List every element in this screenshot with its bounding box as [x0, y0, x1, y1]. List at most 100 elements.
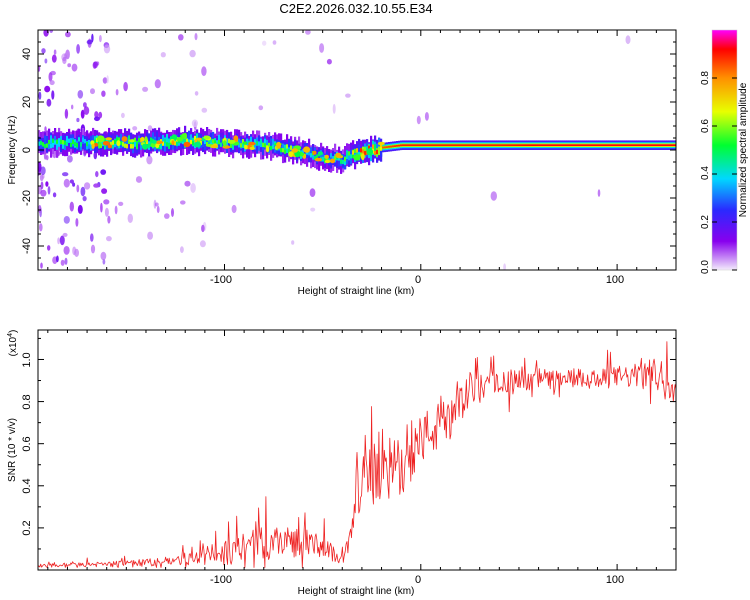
ridge-cell: [384, 146, 387, 149]
ridge-cell: [382, 146, 385, 149]
noise-blob: [62, 232, 68, 237]
ridge-cell: [604, 144, 607, 147]
ridge-cell: [162, 141, 165, 146]
ridge-cell: [352, 150, 355, 155]
noise-blob: [49, 80, 55, 86]
ridge-cell: [112, 140, 115, 145]
top-xtick-label-0: -100: [210, 274, 232, 286]
ridge-cell: [372, 144, 375, 154]
ridge-blob: [171, 140, 175, 146]
ridge-blob: [377, 141, 385, 146]
ridge-cell: [132, 144, 135, 149]
ridge-cell: [660, 144, 663, 147]
ridge-cell: [110, 141, 113, 147]
ridge-cell: [484, 144, 487, 147]
ridge-cell: [284, 144, 287, 154]
ridge-cell: [62, 140, 65, 149]
bottom-x-axis-label: Height of straight line (km): [298, 586, 415, 597]
ridge-cell: [420, 144, 423, 147]
noise-blob: [135, 176, 143, 183]
ridge-cell: [88, 140, 91, 149]
ridge-cell: [64, 140, 67, 145]
noise-blob: [57, 237, 60, 245]
y-scale-base: (x10: [8, 336, 19, 356]
ridge-cell: [614, 144, 617, 147]
ridge-cell: [138, 138, 141, 153]
ridge-cell: [256, 141, 259, 146]
noise-blob: [258, 105, 264, 111]
ridge-cell: [202, 136, 205, 142]
ridge-cell: [444, 144, 447, 147]
ridge-cell: [338, 156, 341, 161]
ridge-cell: [122, 142, 125, 147]
noise-blob: [625, 35, 631, 45]
ridge-cell: [124, 138, 127, 148]
ridge-cell: [338, 157, 341, 167]
noise-blob: [164, 213, 170, 219]
ridge-cell: [76, 143, 79, 148]
noise-blob: [123, 81, 128, 92]
ridge-cell: [90, 141, 93, 151]
ridge-cell: [356, 148, 359, 153]
noise-blob: [77, 204, 83, 214]
ridge-cell: [626, 144, 629, 147]
ridge-cell: [502, 144, 505, 147]
ridge-cell: [150, 137, 153, 142]
ridge-cell: [632, 144, 635, 147]
ridge-cell: [404, 144, 407, 147]
ridge-cell: [526, 144, 529, 147]
noise-blob: [75, 218, 79, 227]
noise-blob: [142, 86, 149, 92]
ridge-cell: [564, 144, 567, 147]
colorbar-ticks: [712, 77, 737, 271]
ridge-cell: [144, 140, 147, 145]
ridge-blob: [96, 135, 105, 143]
ridge-cell: [64, 141, 67, 151]
ridge-cell: [116, 137, 119, 142]
ridge-cell: [194, 135, 197, 141]
noise-blob: [190, 183, 196, 193]
noise-blob: [94, 116, 100, 122]
ridge-cell: [552, 144, 555, 147]
noise-blob: [106, 75, 109, 84]
noise-blob: [80, 186, 86, 197]
ridge-blob: [329, 158, 336, 164]
noise-blob: [51, 54, 57, 63]
ridge-cell: [148, 143, 151, 148]
ridge-cell: [182, 137, 185, 142]
ridge-cell: [218, 140, 221, 145]
ridge-cell: [266, 139, 269, 149]
noise-blob: [44, 58, 48, 64]
ridge-cell: [258, 142, 261, 151]
ridge-cell: [54, 140, 57, 145]
bottom-xtick-label-2: 100: [606, 574, 624, 586]
ridge-cell: [176, 137, 179, 147]
ridge-cell: [308, 151, 311, 156]
noise-blob: [102, 77, 108, 84]
noise-blob: [326, 58, 332, 65]
ridge-cell: [192, 140, 195, 146]
ridge-cell: [568, 144, 571, 147]
ridge-cell: [372, 144, 375, 149]
ridge-cell: [644, 144, 647, 147]
bottom-ytick-label-3: 0.8: [21, 394, 33, 409]
ridge-cell: [634, 144, 637, 147]
ridge-cell: [288, 139, 291, 154]
noise-blob: [180, 200, 186, 205]
ridge-cell: [494, 144, 497, 147]
ridge-cell: [60, 137, 63, 153]
ridge-cell: [156, 131, 159, 146]
ridge-cell: [544, 144, 547, 147]
ridge-cell: [322, 156, 325, 162]
ridge-cell: [450, 144, 453, 147]
noise-blob: [90, 88, 95, 95]
noise-blob: [99, 35, 102, 43]
top-xtick-label-1: 0: [415, 274, 421, 286]
ridge-cell: [336, 153, 339, 168]
ridge-cell: [462, 144, 465, 147]
ridge-cell: [472, 144, 475, 147]
noise-blob: [100, 202, 103, 213]
noise-blob: [184, 180, 191, 187]
noise-blob: [180, 246, 184, 254]
ridge-cell: [134, 137, 137, 142]
